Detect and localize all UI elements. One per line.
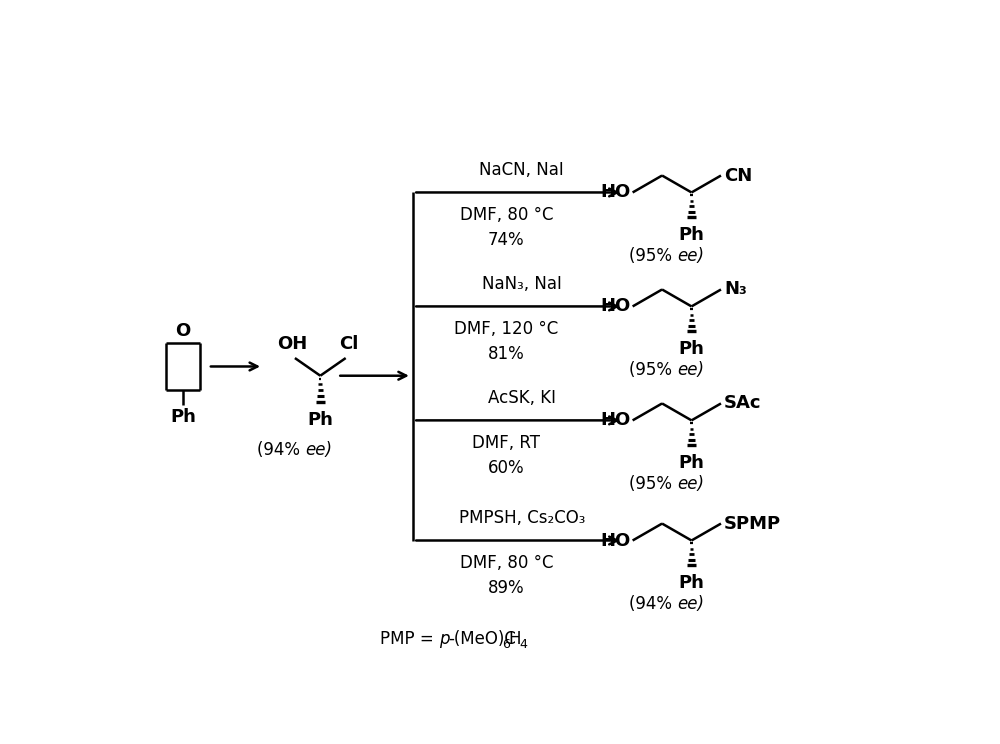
Text: Ph: Ph	[679, 340, 704, 359]
Text: 60%: 60%	[488, 459, 525, 477]
Text: (95%: (95%	[629, 246, 678, 265]
Text: 89%: 89%	[488, 579, 525, 597]
Text: ee): ee)	[678, 361, 705, 379]
Text: HO: HO	[600, 411, 630, 429]
Text: N₃: N₃	[724, 280, 747, 298]
Text: Ph: Ph	[307, 411, 333, 429]
Text: AcSK, KI: AcSK, KI	[488, 388, 556, 406]
Text: OH: OH	[277, 335, 307, 353]
Text: DMF, 120 °C: DMF, 120 °C	[454, 320, 558, 339]
Text: Ph: Ph	[679, 226, 704, 244]
Text: 74%: 74%	[488, 231, 525, 249]
Text: Ph: Ph	[170, 408, 196, 426]
Text: ee): ee)	[678, 246, 705, 265]
Text: DMF, 80 °C: DMF, 80 °C	[460, 554, 553, 572]
Text: DMF, RT: DMF, RT	[472, 434, 540, 452]
Text: -(MeO)C: -(MeO)C	[448, 630, 516, 648]
Text: PMPSH, Cs₂CO₃: PMPSH, Cs₂CO₃	[459, 509, 585, 527]
Text: p: p	[439, 630, 449, 648]
Text: H: H	[509, 630, 521, 648]
Text: Ph: Ph	[679, 455, 704, 472]
Text: PMP =: PMP =	[380, 630, 439, 648]
Text: NaN₃, NaI: NaN₃, NaI	[482, 275, 562, 292]
Text: HO: HO	[600, 184, 630, 202]
Text: 6: 6	[502, 638, 510, 651]
Text: (95%: (95%	[629, 475, 678, 493]
Text: ee): ee)	[678, 594, 705, 612]
Text: (95%: (95%	[629, 361, 678, 379]
Text: DMF, 80 °C: DMF, 80 °C	[460, 206, 553, 225]
Text: 4: 4	[519, 638, 527, 651]
Text: (94%: (94%	[629, 594, 678, 612]
Text: 81%: 81%	[488, 345, 525, 363]
Text: HO: HO	[600, 531, 630, 550]
Text: Cl: Cl	[339, 335, 358, 353]
Text: ee): ee)	[305, 440, 332, 458]
Text: Ph: Ph	[679, 574, 704, 592]
Text: NaCN, NaI: NaCN, NaI	[479, 161, 564, 179]
Text: O: O	[176, 322, 191, 340]
Text: (94%: (94%	[257, 440, 305, 458]
Text: ee): ee)	[678, 475, 705, 493]
Text: SAc: SAc	[724, 394, 762, 412]
Text: CN: CN	[724, 167, 752, 185]
Text: HO: HO	[600, 298, 630, 315]
Text: SPMP: SPMP	[724, 515, 781, 533]
